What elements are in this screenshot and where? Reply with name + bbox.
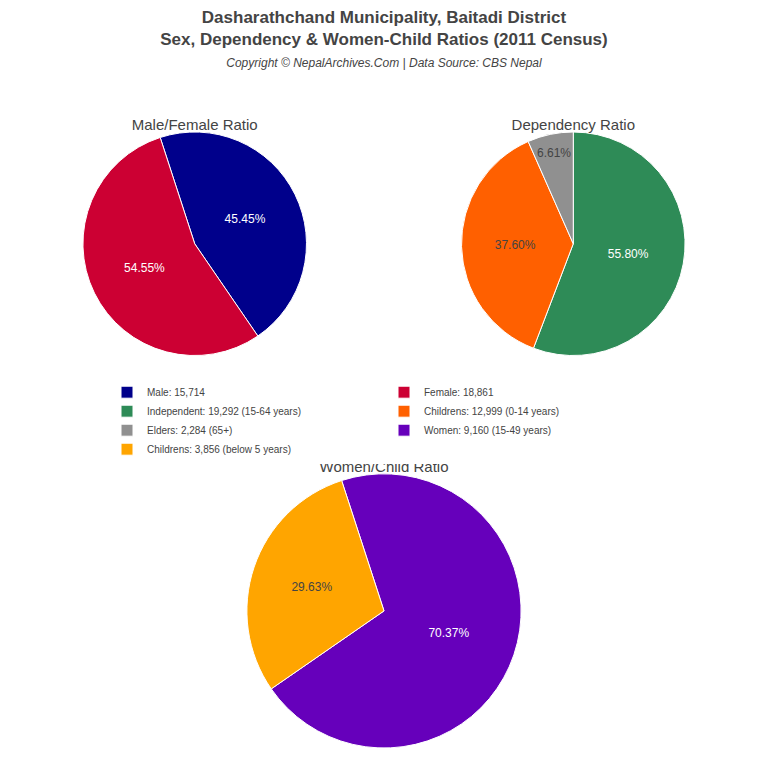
svg-text:Female: 18,861: Female: 18,861 — [424, 387, 494, 398]
svg-text:Elders: 2,284 (65+): Elders: 2,284 (65+) — [147, 425, 232, 436]
svg-text:Male/Female Ratio: Male/Female Ratio — [132, 116, 258, 133]
svg-text:Childrens: 12,999 (0-14 years): Childrens: 12,999 (0-14 years) — [424, 406, 559, 417]
svg-text:Women: 9,160 (15-49 years): Women: 9,160 (15-49 years) — [424, 425, 551, 436]
svg-text:37.60%: 37.60% — [495, 238, 536, 252]
svg-text:Male: 15,714: Male: 15,714 — [147, 387, 205, 398]
svg-text:Independent: 19,292 (15-64 yea: Independent: 19,292 (15-64 years) — [147, 406, 301, 417]
svg-text:45.45%: 45.45% — [225, 212, 266, 226]
svg-text:Dependency Ratio: Dependency Ratio — [512, 116, 635, 133]
svg-text:Childrens: 3,856 (below 5 year: Childrens: 3,856 (below 5 years) — [147, 444, 291, 455]
svg-text:29.63%: 29.63% — [291, 580, 332, 594]
svg-text:Women/Child Ratio: Women/Child Ratio — [319, 457, 449, 475]
svg-text:54.55%: 54.55% — [124, 261, 165, 275]
svg-text:70.37%: 70.37% — [428, 626, 469, 640]
svg-text:55.80%: 55.80% — [608, 247, 649, 261]
svg-text:6.61%: 6.61% — [537, 146, 571, 160]
svg-text:Dasharathchand Municipality, B: Dasharathchand Municipality, Baitadi Dis… — [160, 8, 607, 70]
